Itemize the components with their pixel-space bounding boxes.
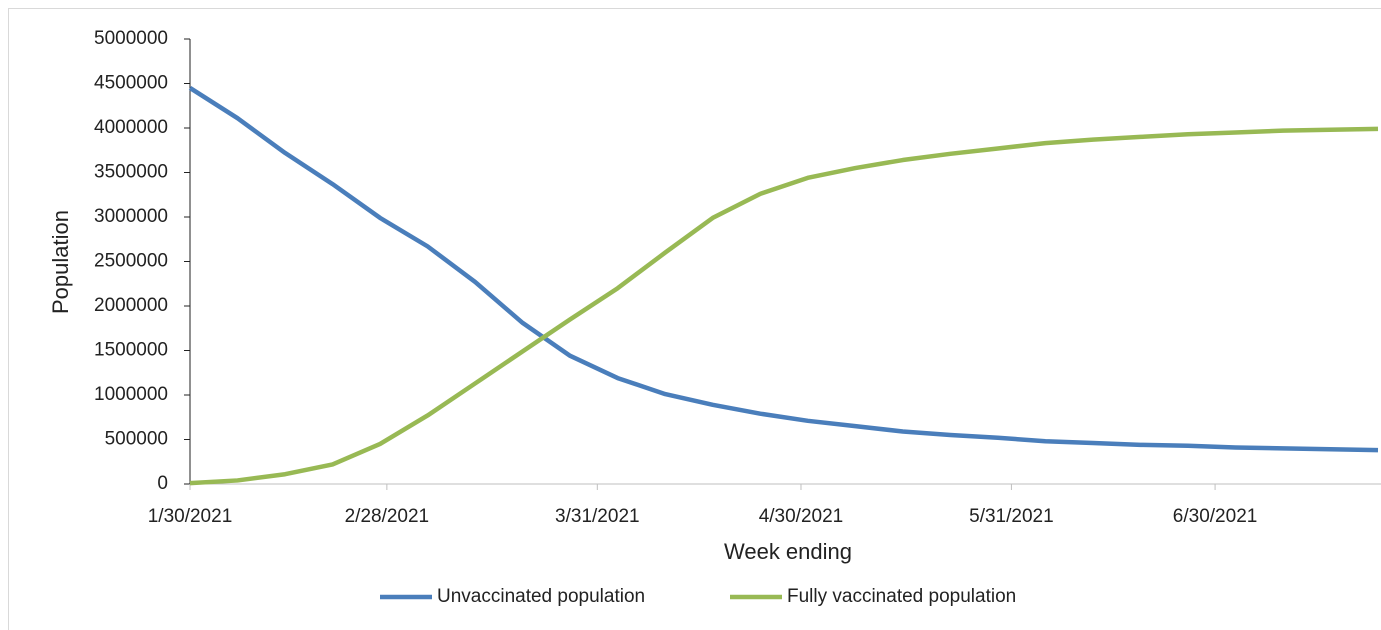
x-tick-label: 5/31/2021	[969, 506, 1054, 527]
y-tick-label: 3500000	[94, 162, 168, 183]
y-tick-label: 4500000	[94, 73, 168, 94]
y-tick-label: 5000000	[94, 28, 168, 49]
y-tick-label: 3000000	[94, 206, 168, 227]
x-tick-label: 3/31/2021	[555, 506, 640, 527]
x-tick-label: 4/30/2021	[759, 506, 844, 527]
y-tick-label: 500000	[105, 429, 168, 450]
y-tick-label: 4000000	[94, 117, 168, 138]
x-tick-label: 6/30/2021	[1173, 506, 1258, 527]
legend-label: Fully vaccinated population	[787, 586, 1016, 607]
series-line	[188, 86, 1379, 453]
x-axis-label: Week ending	[724, 539, 852, 564]
x-tick-label: 2/28/2021	[345, 506, 430, 527]
legend-label: Unvaccinated population	[437, 586, 645, 607]
y-tick-label: 2000000	[94, 295, 168, 316]
y-tick-label: 1000000	[94, 384, 168, 405]
chart-frame	[8, 8, 1381, 630]
y-tick-label: 1500000	[94, 340, 168, 361]
series-line	[189, 126, 1379, 486]
y-tick-label: 0	[157, 473, 168, 494]
y-tick-label: 2500000	[94, 251, 168, 272]
x-tick-label: 1/30/2021	[148, 506, 233, 527]
y-axis-label: Population	[48, 210, 73, 314]
